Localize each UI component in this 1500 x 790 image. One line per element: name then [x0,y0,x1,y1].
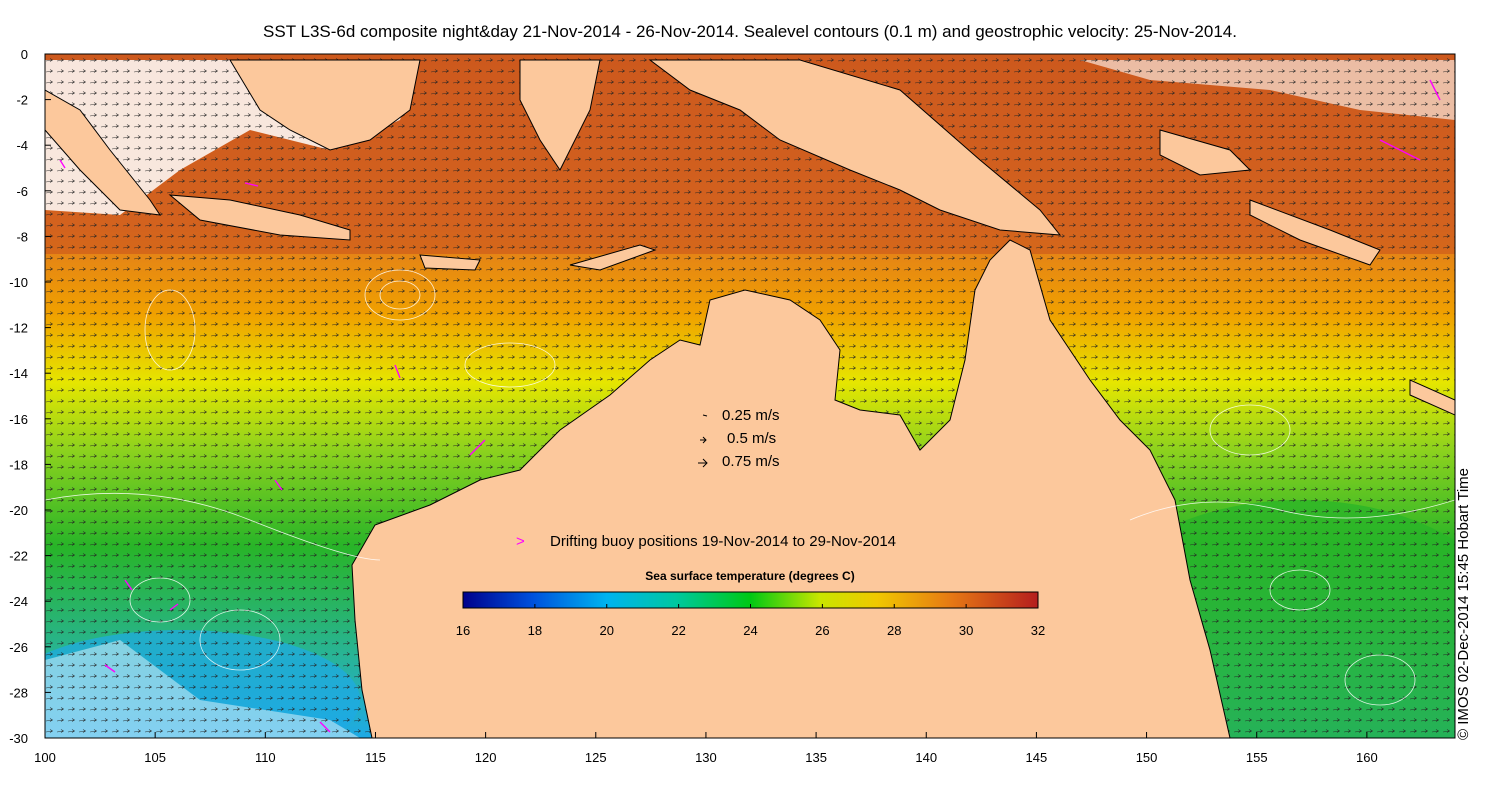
x-tick-label: 155 [1246,750,1268,765]
x-tick-label: 125 [585,750,607,765]
x-tick-label: 145 [1026,750,1048,765]
velocity-label-0: 0.25 m/s [722,407,780,424]
y-tick-label: -16 [9,412,28,427]
x-tick-label: 130 [695,750,717,765]
x-axis: 100 105 110 115 120 125 130 135 140 145 150 155 160 [34,732,1378,765]
y-tick-label: -26 [9,640,28,655]
borneo [229,59,421,151]
x-tick-label: 110 [255,750,276,765]
x-tick-label: 100 [34,750,56,765]
colorbar-tick-label: 30 [959,623,973,638]
colorbar: Sea surface temperature (degrees C) 16 18… [456,569,1045,638]
colorbar-tick-label: 16 [456,623,470,638]
y-tick-label: -22 [9,549,28,564]
colorbar-tick-label: 32 [1031,623,1045,638]
velocity-arrow-0 [702,414,708,417]
velocity-label-1: 0.5 m/s [727,430,776,447]
y-tick-label: -28 [9,685,28,700]
x-tick-label: 135 [805,750,827,765]
credit-line: © IMOS 02-Dec-2014 15:45 Hobart Time [1455,467,1472,740]
x-tick-label: 105 [144,750,166,765]
colorbar-tick-label: 20 [600,623,614,638]
x-tick-label: 150 [1136,750,1158,765]
colorbar-tick-label: 18 [528,623,542,638]
chart-title: SST L3S-6d composite night&day 21-Nov-20… [263,22,1237,41]
timor [569,244,657,271]
y-tick-label: -24 [9,594,28,609]
land [45,59,1455,738]
velocity-arrow-2 [698,458,708,468]
new-guinea [648,59,1062,236]
velocity-label-2: 0.75 m/s [722,453,780,470]
colorbar-tick-label: 24 [743,623,757,638]
sumba [419,254,481,271]
buoy-tracks [59,79,1441,733]
y-tick-label: -8 [16,229,28,244]
y-tick-label: -20 [9,503,28,518]
buoy-legend-label: Drifting buoy positions 19-Nov-2014 to 2… [550,533,896,550]
x-tick-label: 160 [1356,750,1378,765]
colorbar-tick-label: 22 [671,623,685,638]
y-tick-label: -4 [16,138,28,153]
sulawesi [519,59,601,171]
colorbar-tick-label: 28 [887,623,901,638]
sumatra [45,89,162,216]
y-tick-label: -2 [16,93,28,108]
x-tick-label: 120 [475,750,497,765]
colorbar-tick-label: 26 [815,623,829,638]
y-axis: 0 -2 -4 -6 -8 -10 -12 -14 -16 -18 -20 -22 -24 -26 -28 -… [9,47,51,746]
buoy-legend: > Drifting buoy positions 19-Nov-2014 to… [516,533,896,550]
y-tick-label: -18 [9,457,28,472]
y-tick-label: 0 [21,47,28,62]
y-tick-label: -10 [9,275,28,290]
y-tick-label: -30 [9,731,28,746]
y-tick-label: -14 [9,366,28,381]
sealevel-contours [45,269,1455,706]
x-tick-label: 140 [915,750,937,765]
velocity-arrow-1 [700,436,707,444]
velocity-legend: 0.25 m/s 0.5 m/s 0.75 m/s [698,407,780,470]
plot-frame [44,53,1456,739]
australia [351,239,1231,738]
y-tick-label: -12 [9,321,28,336]
buoy-marker-icon: > [516,533,525,550]
y-tick-label: -6 [16,184,28,199]
colorbar-title: Sea surface temperature (degrees C) [645,569,854,583]
java [168,194,351,241]
x-tick-label: 115 [365,750,386,765]
